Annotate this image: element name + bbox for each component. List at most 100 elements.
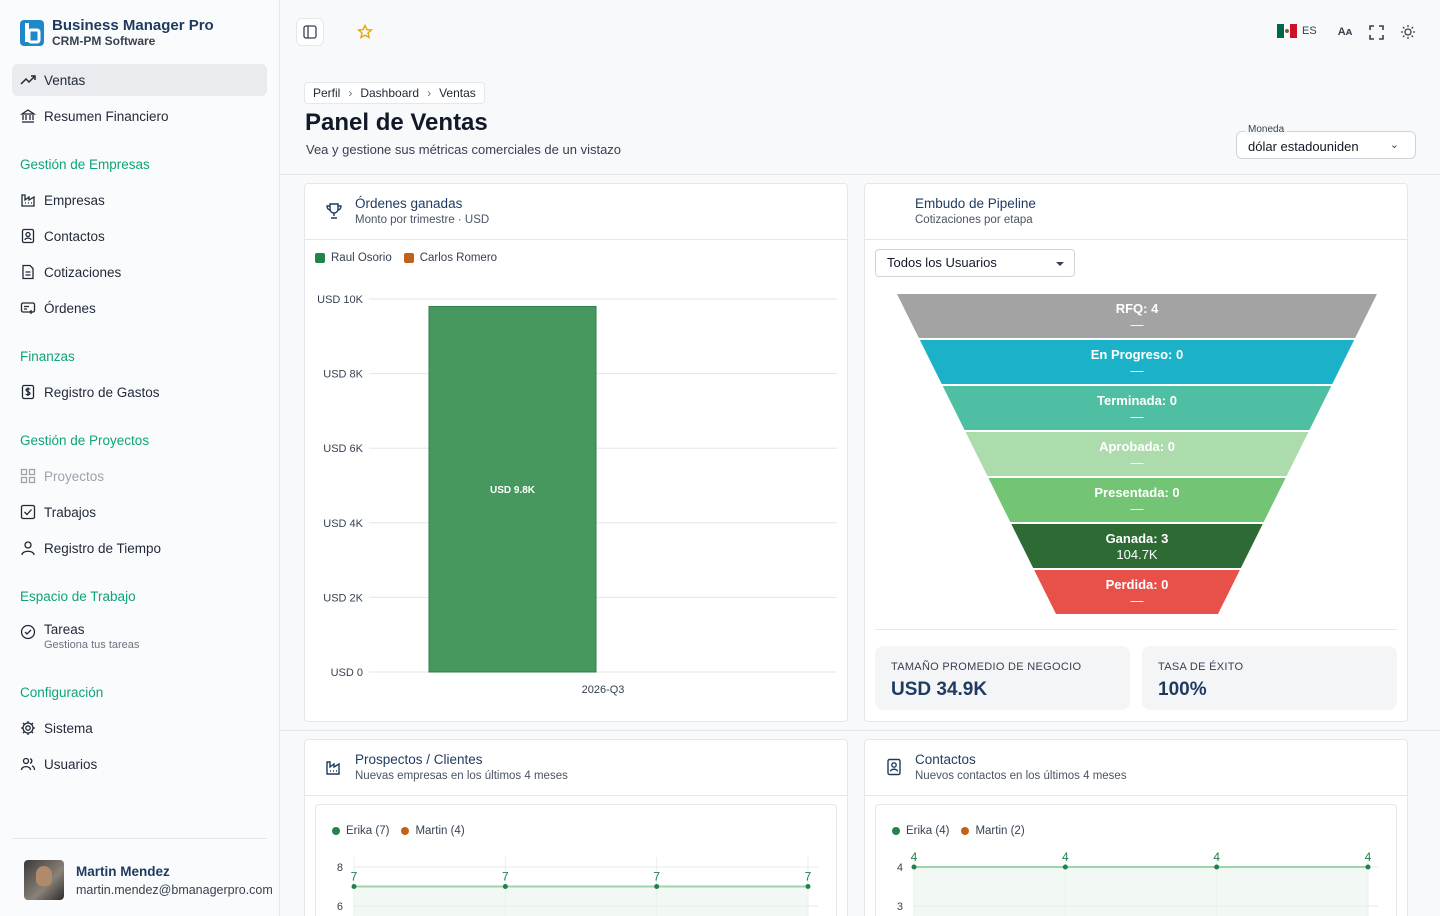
card-subtitle: Nuevos contactos en los últimos 4 meses bbox=[915, 770, 1127, 782]
language-code: ES bbox=[1302, 25, 1317, 37]
fullscreen-icon bbox=[1368, 24, 1384, 40]
stat-label: TAMAÑO PROMEDIO DE NEGOCIO bbox=[891, 661, 1082, 673]
breadcrumb-ventas[interactable]: Ventas bbox=[439, 86, 476, 100]
y-tick-label: USD 0 bbox=[331, 667, 363, 679]
series-area bbox=[354, 886, 808, 916]
legend-label: Martin (4) bbox=[415, 825, 465, 837]
stat-label: TASA DE ÉXITO bbox=[1158, 661, 1244, 673]
sidebar-item-ordenes[interactable]: Órdenes bbox=[12, 292, 267, 324]
funnel-stage-label: En Progreso: 0 bbox=[1091, 347, 1183, 362]
legend-item[interactable]: Erika (7) bbox=[332, 825, 389, 837]
sidebar-item-resumen-financiero[interactable]: Resumen Financiero bbox=[12, 100, 267, 132]
language-selector[interactable]: ES bbox=[1277, 24, 1317, 38]
data-point-label: 4 bbox=[1365, 850, 1372, 864]
theme-toggle-button[interactable] bbox=[1400, 24, 1416, 40]
legend-item[interactable]: Martin (2) bbox=[961, 825, 1025, 837]
funnel-stage-value: — bbox=[1131, 317, 1144, 332]
chevron-down-icon: ⌄ bbox=[1389, 139, 1399, 151]
sidebar-item-label: Resumen Financiero bbox=[44, 108, 169, 124]
breadcrumb-perfil[interactable]: Perfil bbox=[313, 86, 341, 100]
y-tick-label: 6 bbox=[337, 901, 343, 913]
contacts-card: Contactos Nuevos contactos en los último… bbox=[864, 739, 1408, 916]
user-email: martin.mendez@bmanagerpro.com bbox=[76, 882, 273, 897]
stat-value: 100% bbox=[1158, 679, 1207, 700]
pipeline-funnel-chart: RFQ: 4—En Progreso: 0—Terminada: 0—Aprob… bbox=[897, 294, 1377, 614]
currency-select[interactable]: Moneda dólar estadouniden ⌄ bbox=[1236, 124, 1416, 159]
user-name: Martin Mendez bbox=[76, 863, 170, 879]
sidebar-item-ventas[interactable]: Ventas bbox=[12, 64, 267, 96]
legend-swatch bbox=[403, 253, 414, 263]
sidebar-item-proyectos[interactable]: Proyectos bbox=[12, 460, 267, 492]
section-title-espacio-trabajo: Espacio de Trabajo bbox=[20, 589, 136, 604]
legend-label: Raul Osorio bbox=[331, 252, 392, 264]
card-title: Embudo de Pipeline bbox=[915, 196, 1036, 211]
card-subtitle: Monto por trimestre · USD bbox=[355, 214, 490, 226]
sidebar-item-label: Órdenes bbox=[44, 300, 96, 316]
breadcrumb-separator: › bbox=[348, 86, 353, 100]
sidebar-item-empresas[interactable]: Empresas bbox=[12, 184, 267, 216]
trending-up-icon bbox=[20, 72, 36, 88]
legend-swatch bbox=[961, 827, 970, 835]
chart-legend: Erika (7) Martin (4) bbox=[332, 825, 477, 837]
font-size-icon: Aᴀ bbox=[1337, 26, 1353, 38]
y-tick-label: 4 bbox=[897, 862, 903, 874]
sidebar-item-sistema[interactable]: Sistema bbox=[12, 712, 267, 744]
legend-label: Erika (4) bbox=[906, 825, 950, 837]
document-icon bbox=[20, 264, 36, 280]
data-point-label: 4 bbox=[1062, 850, 1069, 864]
data-point bbox=[1365, 864, 1371, 870]
bank-icon bbox=[20, 108, 36, 124]
sun-icon bbox=[1401, 25, 1415, 39]
user-filter-select[interactable]: Todos los Usuarios bbox=[875, 249, 1075, 277]
funnel-stage-label: Presentada: 0 bbox=[1094, 485, 1179, 500]
sidebar-item-label: Trabajos bbox=[44, 504, 97, 520]
sidebar-item-trabajos[interactable]: Trabajos bbox=[12, 496, 267, 528]
sidebar-item-registro-gastos[interactable]: Registro de Gastos bbox=[12, 376, 267, 408]
chart-container bbox=[875, 804, 1397, 916]
card-subtitle: Nuevas empresas en los últimos 4 meses bbox=[355, 770, 568, 782]
section-title-finanzas: Finanzas bbox=[20, 349, 75, 364]
font-size-button[interactable]: Aᴀ bbox=[1336, 24, 1354, 40]
legend-label: Carlos Romero bbox=[419, 252, 498, 264]
brand[interactable]: Business Manager Pro CRM-PM Software bbox=[20, 17, 214, 48]
funnel-stage-value: — bbox=[1131, 363, 1144, 378]
favorite-button[interactable] bbox=[356, 23, 374, 41]
user-profile[interactable]: Martin Mendez martin.mendez@bmanagerpro.… bbox=[24, 860, 273, 900]
funnel-stage-label: RFQ: 4 bbox=[1116, 301, 1159, 316]
factory-icon bbox=[326, 761, 340, 775]
legend-item[interactable]: Martin (4) bbox=[401, 825, 465, 837]
fullscreen-button[interactable] bbox=[1368, 24, 1384, 40]
breadcrumb-dashboard[interactable]: Dashboard bbox=[360, 86, 420, 100]
y-tick-label: USD 6K bbox=[323, 443, 363, 455]
card-title: Órdenes ganadas bbox=[355, 196, 463, 211]
mexico-flag-icon bbox=[1277, 24, 1298, 38]
sidebar-item-registro-tiempo[interactable]: Registro de Tiempo bbox=[12, 532, 267, 564]
sidebar-item-label: Contactos bbox=[44, 228, 105, 244]
trophy-icon bbox=[326, 203, 342, 219]
data-point-label: 7 bbox=[502, 870, 509, 884]
legend-item[interactable]: Erika (4) bbox=[892, 825, 949, 837]
sidebar-item-label: Ventas bbox=[44, 72, 86, 88]
legend-item[interactable]: Raul Osorio bbox=[315, 252, 392, 264]
brand-title: Business Manager Pro bbox=[52, 17, 214, 34]
sidebar-item-label: Sistema bbox=[44, 720, 93, 736]
sidebar-item-contactos[interactable]: Contactos bbox=[12, 220, 267, 252]
legend-item[interactable]: Carlos Romero bbox=[403, 252, 498, 264]
sidebar-item-cotizaciones[interactable]: Cotizaciones bbox=[12, 256, 267, 288]
stat-value: USD 34.9K bbox=[891, 679, 988, 700]
caret-down-icon bbox=[1056, 262, 1064, 266]
data-point bbox=[1062, 864, 1068, 870]
toggle-sidebar-button[interactable] bbox=[296, 18, 324, 46]
sidebar-item-usuarios[interactable]: Usuarios bbox=[12, 748, 267, 780]
currency-value: dólar estadouniden bbox=[1248, 139, 1359, 154]
topbar: ES Aᴀ bbox=[280, 0, 1440, 64]
sidebar-item-sublabel: Gestiona tus tareas bbox=[44, 639, 140, 651]
sidebar-item-tareas[interactable]: Tareas Gestiona tus tareas bbox=[12, 616, 267, 658]
card-title: Prospectos / Clientes bbox=[355, 752, 483, 767]
brand-logo-icon bbox=[20, 19, 44, 46]
order-icon bbox=[20, 300, 36, 316]
factory-icon bbox=[20, 192, 36, 208]
data-point-label: 4 bbox=[1213, 850, 1220, 864]
contact-icon bbox=[20, 228, 36, 244]
user-icon bbox=[20, 540, 36, 556]
